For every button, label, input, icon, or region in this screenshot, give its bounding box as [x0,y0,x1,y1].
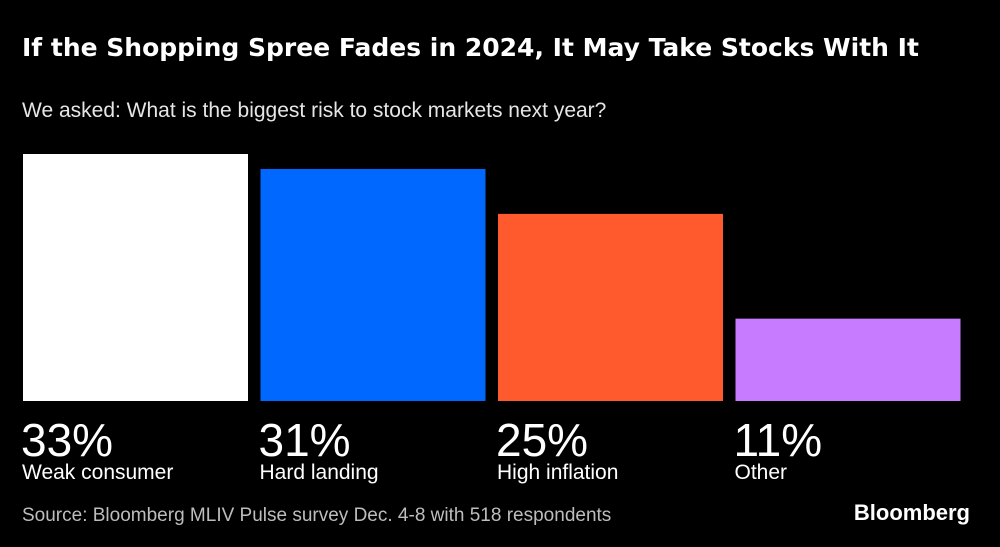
category-label: Weak consumer [22,461,173,484]
source-note: Source: Bloomberg MLIV Pulse survey Dec.… [22,505,612,526]
bar-weak-consumer [23,154,248,401]
chart-subtitle: We asked: What is the biggest risk to st… [22,99,607,122]
bar-other [735,318,961,401]
value-label: 33% [21,414,113,466]
category-label: High inflation [497,461,618,484]
value-label: 31% [259,414,351,466]
category-label: Other [735,461,788,484]
value-label: 25% [496,414,588,466]
value-label: 11% [734,414,823,466]
bar-hard-landing [260,168,486,401]
category-label: Hard landing [260,461,379,484]
bar-high-inflation [498,213,723,401]
chart-title: If the Shopping Spree Fades in 2024, It … [22,33,919,62]
bloomberg-logo: Bloomberg [853,500,970,525]
